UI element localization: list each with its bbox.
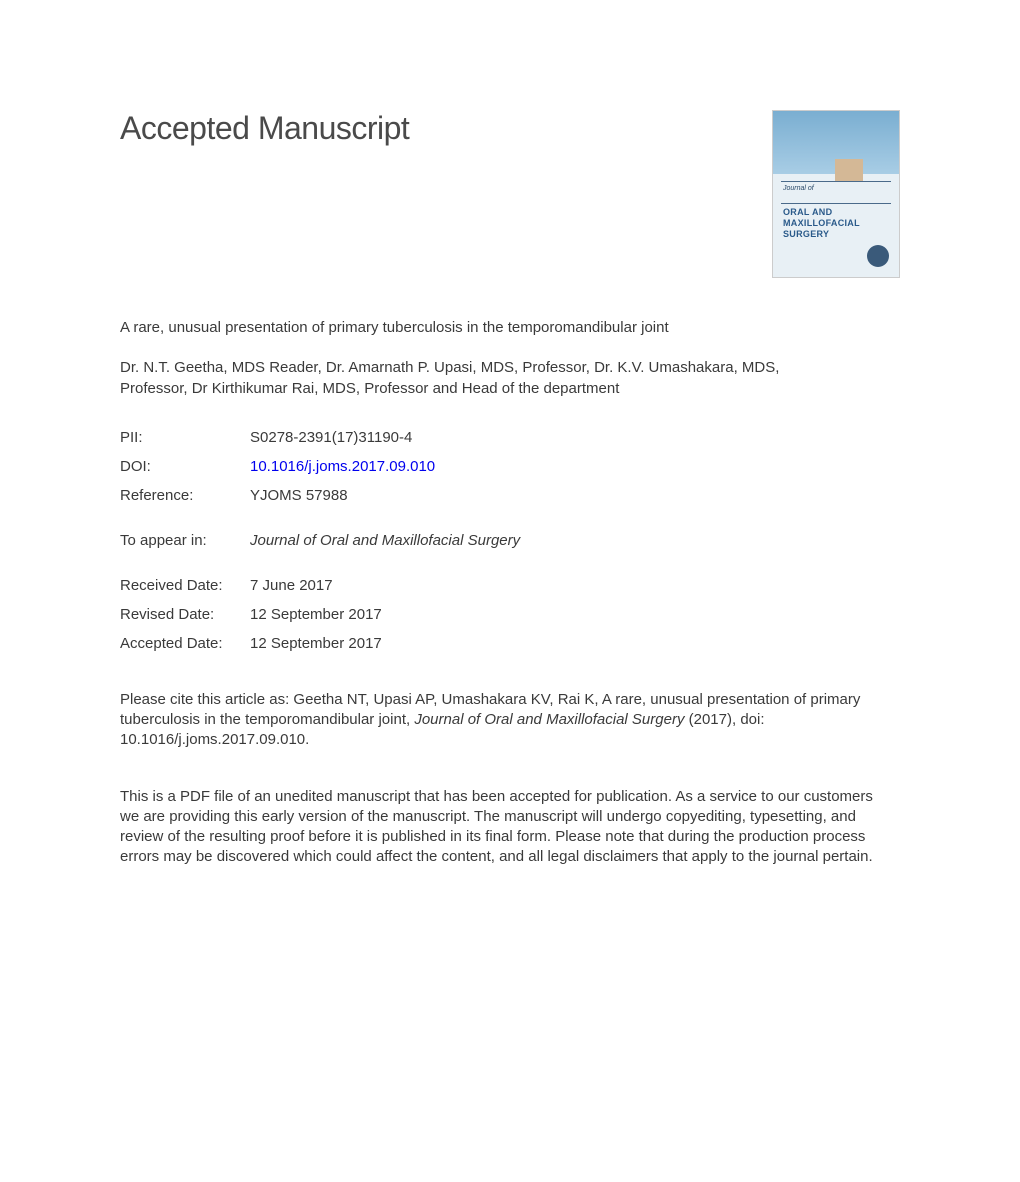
citation-text: Please cite this article as: Geetha NT, … [120, 690, 890, 751]
pii-label: PII: [120, 429, 250, 446]
accepted-row: Accepted Date: 12 September 2017 [120, 635, 900, 652]
received-label: Received Date: [120, 577, 250, 594]
cover-journal-name-line: SURGERY [783, 229, 829, 239]
article-title: A rare, unusual presentation of primary … [120, 318, 800, 338]
cover-rule [781, 181, 891, 182]
cover-badge-icon [867, 245, 889, 267]
doi-label: DOI: [120, 458, 250, 475]
received-value: 7 June 2017 [250, 577, 333, 594]
received-row: Received Date: 7 June 2017 [120, 577, 900, 594]
reference-label: Reference: [120, 487, 250, 504]
cover-journal-name-line: MAXILLOFACIAL [783, 218, 860, 228]
revised-row: Revised Date: 12 September 2017 [120, 606, 900, 623]
accepted-label: Accepted Date: [120, 635, 250, 652]
revised-label: Revised Date: [120, 606, 250, 623]
to-appear-row: To appear in: Journal of Oral and Maxill… [120, 532, 900, 549]
reference-row: Reference: YJOMS 57988 [120, 487, 900, 504]
to-appear-journal: Journal of Oral and Maxillofacial Surger… [250, 532, 520, 549]
header-row: Accepted Manuscript Journal of ORAL AND … [120, 110, 900, 278]
journal-cover-thumbnail: Journal of ORAL AND MAXILLOFACIAL SURGER… [772, 110, 900, 278]
revised-value: 12 September 2017 [250, 606, 382, 623]
cover-tab-shape [835, 159, 863, 181]
pii-row: PII: S0278-2391(17)31190-4 [120, 429, 900, 446]
to-appear-label: To appear in: [120, 532, 250, 549]
dates-table: Received Date: 7 June 2017 Revised Date:… [120, 577, 900, 652]
citation-journal: Journal of Oral and Maxillofacial Surger… [414, 711, 684, 728]
accepted-value: 12 September 2017 [250, 635, 382, 652]
disclaimer-text: This is a PDF file of an unedited manusc… [120, 787, 890, 868]
reference-value: YJOMS 57988 [250, 487, 348, 504]
metadata-table: PII: S0278-2391(17)31190-4 DOI: 10.1016/… [120, 429, 900, 504]
doi-link[interactable]: 10.1016/j.joms.2017.09.010 [250, 458, 435, 475]
cover-journal-name-line: ORAL AND [783, 207, 832, 217]
cover-journal-of: Journal of [783, 185, 814, 192]
page-title: Accepted Manuscript [120, 110, 409, 147]
cover-rule [781, 203, 891, 204]
authors-list: Dr. N.T. Geetha, MDS Reader, Dr. Amarnat… [120, 358, 800, 399]
doi-row: DOI: 10.1016/j.joms.2017.09.010 [120, 458, 900, 475]
pii-value: S0278-2391(17)31190-4 [250, 429, 412, 446]
